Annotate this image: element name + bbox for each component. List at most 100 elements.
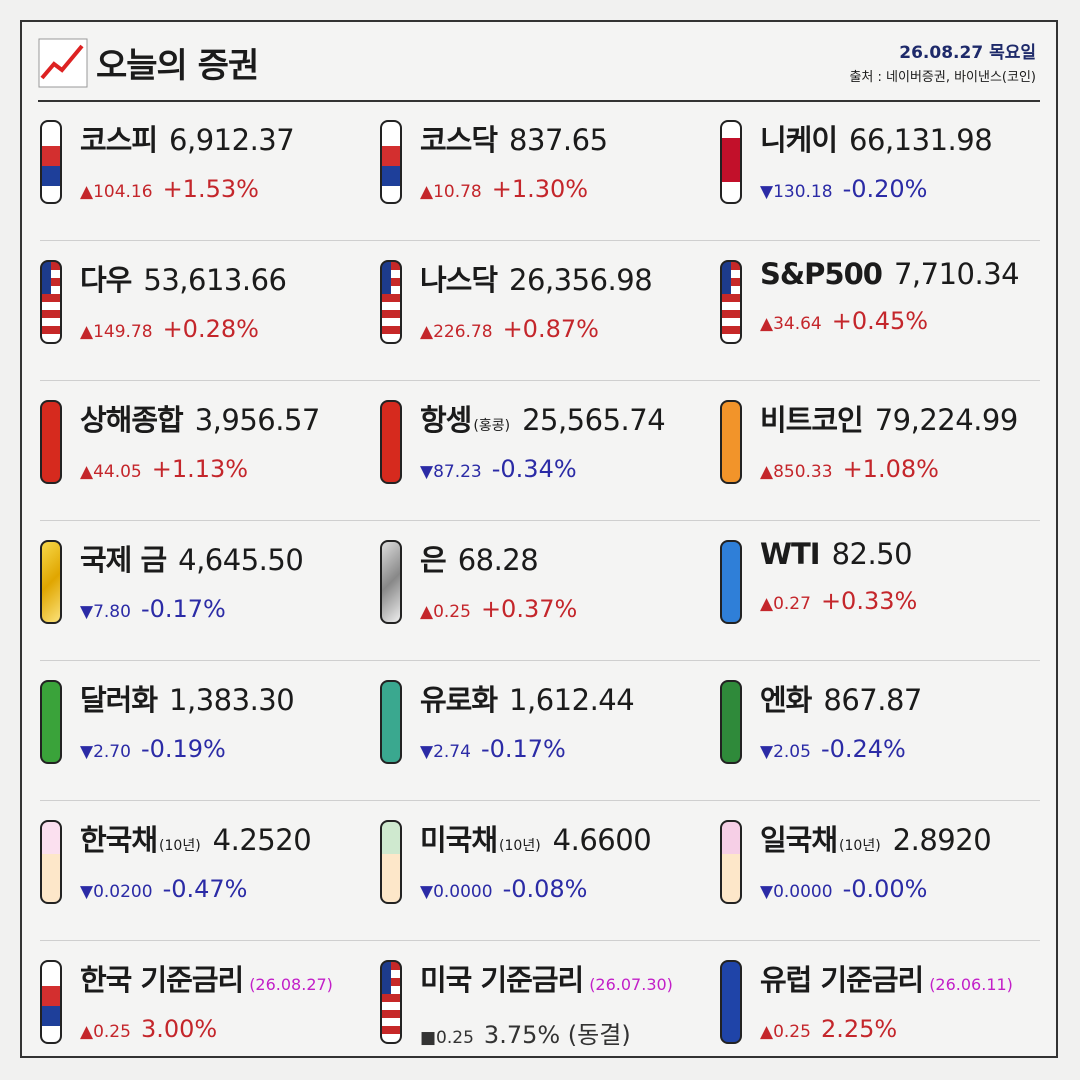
item-suffix: (10년): [839, 838, 881, 854]
item-line: 니케이 66,131.98: [760, 117, 993, 159]
item-name: 한국 기준금리: [80, 963, 244, 997]
item-change: ▲226.78: [420, 322, 493, 342]
item-name: 다우: [80, 263, 132, 297]
item: 한국채 (10년) 4.2520 ▼0.0200 -0.47%: [80, 817, 312, 903]
item: 한국 기준금리 (26.08.27) ▲0.25 3.00%: [80, 957, 333, 1043]
item-change-line: ▼7.80 -0.17%: [80, 595, 303, 623]
row-separator: [40, 240, 1040, 241]
item-name: S&P500: [760, 257, 883, 291]
item-change: ▲34.64: [760, 314, 822, 334]
item-value: 68.28: [457, 543, 539, 577]
item: S&P500 7,710.34 ▲34.64 +0.45%: [760, 257, 1020, 335]
item-percent: -0.17%: [140, 595, 226, 623]
item-name: 일국채: [760, 823, 838, 857]
item-change-line: ▲0.27 +0.33%: [760, 587, 917, 615]
item: 코스닥 837.65 ▲10.78 +1.30%: [420, 117, 608, 203]
item-icon: [720, 260, 742, 344]
item-line: 은 68.28: [420, 537, 577, 579]
item-icon: [40, 680, 62, 764]
item-value: 25,565.74: [522, 403, 666, 437]
item: 코스피 6,912.37 ▲104.16 +1.53%: [80, 117, 295, 203]
item-name: 국제 금: [80, 543, 167, 577]
item-value: 3,956.57: [194, 403, 321, 437]
item: 항셍 (홍콩) 25,565.74 ▼87.23 -0.34%: [420, 397, 666, 483]
item-icon: [380, 400, 402, 484]
item-icon: [40, 540, 62, 624]
item-change: ▲0.25: [420, 602, 471, 622]
item-value: 867.87: [823, 683, 922, 717]
item: 상해종합 3,956.57 ▲44.05 +1.13%: [80, 397, 320, 483]
item-line: 한국 기준금리 (26.08.27): [80, 957, 333, 999]
item-line: 달러화 1,383.30: [80, 677, 295, 719]
item-icon: [720, 680, 742, 764]
item-name: 코스닥: [420, 123, 498, 157]
item-percent: 3.75% (동결): [483, 1021, 631, 1049]
item-percent: -0.24%: [820, 735, 906, 763]
item-change: ▼130.18: [760, 182, 833, 202]
item: 비트코인 79,224.99 ▲850.33 +1.08%: [760, 397, 1018, 483]
item-icon: [380, 120, 402, 204]
item-value: 4,645.50: [178, 543, 304, 577]
item-value: 2.8920: [892, 823, 992, 857]
item-percent: -0.08%: [502, 875, 588, 903]
item-percent: +0.28%: [162, 315, 259, 343]
item-name: WTI: [760, 537, 821, 571]
item-value: 1,612.44: [509, 683, 635, 717]
chart-icon: [38, 38, 88, 88]
item-value: 4.6600: [552, 823, 652, 857]
item-suffix: (10년): [499, 838, 541, 854]
row-separator: [40, 800, 1040, 801]
item-icon: [40, 120, 62, 204]
item-change-line: ▲0.25 2.25%: [760, 1015, 1013, 1043]
item-name: 미국 기준금리: [420, 963, 584, 997]
item-icon: [40, 820, 62, 904]
item-percent: -0.19%: [140, 735, 226, 763]
item: 달러화 1,383.30 ▼2.70 -0.19%: [80, 677, 295, 763]
item-value: 53,613.66: [143, 263, 287, 297]
item-icon: [380, 680, 402, 764]
item-value: 79,224.99: [874, 403, 1019, 437]
row-separator: [40, 380, 1040, 381]
item-suffix: (홍콩): [473, 418, 511, 434]
item-icon: [40, 260, 62, 344]
frame: [20, 20, 1058, 1058]
item: 니케이 66,131.98 ▼130.18 -0.20%: [760, 117, 993, 203]
item: 다우 53,613.66 ▲149.78 +0.28%: [80, 257, 287, 343]
item-percent: +0.33%: [820, 587, 918, 615]
item-line: 엔화 867.87: [760, 677, 922, 719]
item-percent: -0.00%: [842, 875, 928, 903]
date: 26.08.27 목요일: [899, 43, 1036, 63]
item-name: 미국채: [420, 823, 498, 857]
item-change-line: ▲10.78 +1.30%: [420, 175, 608, 203]
item-change: ▼0.0200: [80, 882, 153, 902]
item-change-line: ▲34.64 +0.45%: [760, 307, 1019, 335]
item-change: ▲0.27: [760, 594, 811, 614]
item-change-line: ■0.25 3.75% (동결): [420, 1015, 673, 1050]
item: 유로화 1,612.44 ▼2.74 -0.17%: [420, 677, 635, 763]
item-change: ▲850.33: [760, 462, 833, 482]
item-percent: -0.20%: [842, 175, 928, 203]
item-change: ▼2.05: [760, 742, 811, 762]
item-icon: [380, 540, 402, 624]
item-line: 항셍 (홍콩) 25,565.74: [420, 397, 666, 439]
item-change-line: ▲0.25 3.00%: [80, 1015, 333, 1043]
item-line: 일국채 (10년) 2.8920: [760, 817, 992, 859]
item-icon: [720, 400, 742, 484]
item-icon: [720, 540, 742, 624]
item-name: 엔화: [760, 683, 812, 717]
item-suffix: (10년): [159, 838, 201, 854]
item-line: 유럽 기준금리 (26.06.11): [760, 957, 1013, 999]
item-change: ▼87.23: [420, 462, 482, 482]
item-percent: +0.87%: [502, 315, 599, 343]
item-change: ▼2.70: [80, 742, 131, 762]
item-percent: 2.25%: [820, 1015, 898, 1043]
title: 오늘의 증권: [96, 46, 259, 86]
item-name: 항셍: [420, 403, 472, 437]
item-icon: [380, 960, 402, 1044]
item-value: 6,912.37: [169, 123, 295, 157]
item-value: 82.50: [831, 537, 913, 571]
item-change: ▲10.78: [420, 182, 482, 202]
item-change: ▼0.0000: [760, 882, 833, 902]
